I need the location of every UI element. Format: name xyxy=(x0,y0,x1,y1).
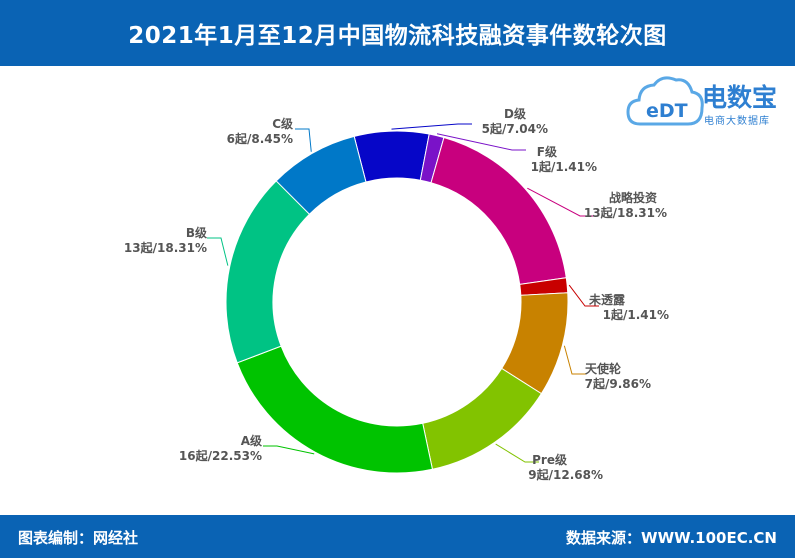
slice-value-label: 5起/7.04% xyxy=(482,121,548,136)
leader-line xyxy=(436,133,526,151)
slice-value-label: 1起/1.41% xyxy=(531,159,597,174)
slice-value-label: 1起/1.41% xyxy=(603,307,669,322)
footer-source: 数据来源：WWW.100EC.CN xyxy=(566,529,777,547)
slice-name-label: B级 xyxy=(186,225,207,240)
donut-slice xyxy=(236,345,434,474)
footer-bar: 图表编制：网经社 数据来源：WWW.100EC.CN xyxy=(0,515,795,558)
donut-slice xyxy=(225,180,311,364)
slice-value-label: 13起/18.31% xyxy=(124,240,207,255)
donut-chart: D级5起/7.04%F级1起/1.41%战略投资13起/18.31%未透露1起/… xyxy=(124,106,669,482)
donut-slice xyxy=(275,135,367,215)
logo-brand: 电数宝 xyxy=(702,83,778,112)
brand-logo: eDT 电数宝 电商大数据库 xyxy=(626,72,791,134)
donut-slice xyxy=(353,130,430,183)
leader-line xyxy=(568,284,599,307)
slice-value-label: 13起/18.31% xyxy=(584,205,667,220)
chart-title: 2021年1月至12月中国物流科技融资事件数轮次图 xyxy=(128,23,667,49)
leader-line xyxy=(495,443,539,463)
slice-name-label: Pre级 xyxy=(532,452,567,467)
logo-mark: eDT xyxy=(646,100,688,122)
leader-line xyxy=(563,345,586,375)
cloud-icon: eDT xyxy=(626,76,704,126)
slice-name-label: C级 xyxy=(272,116,293,131)
slice-name-label: 未透露 xyxy=(588,292,626,307)
slice-value-label: 7起/9.86% xyxy=(585,376,651,391)
slice-value-label: 9起/12.68% xyxy=(528,467,603,482)
slice-value-label: 6起/8.45% xyxy=(227,131,293,146)
leader-line xyxy=(207,237,229,266)
logo-subtitle: 电商大数据库 xyxy=(704,116,770,127)
title-bar: 2021年1月至12月中国物流科技融资事件数轮次图 xyxy=(0,0,795,66)
footer-credit: 图表编制：网经社 xyxy=(18,529,139,547)
slice-name-label: F级 xyxy=(537,144,557,159)
donut-slice xyxy=(422,367,543,470)
leader-line xyxy=(527,187,594,217)
leader-line xyxy=(391,123,472,130)
slice-name-label: A级 xyxy=(241,433,262,448)
slice-name-label: 战略投资 xyxy=(609,190,657,205)
slice-name-label: 天使轮 xyxy=(585,361,622,376)
leader-line xyxy=(295,128,312,152)
leader-line xyxy=(263,445,315,455)
slice-name-label: D级 xyxy=(504,106,526,121)
slice-value-label: 16起/22.53% xyxy=(179,448,262,463)
